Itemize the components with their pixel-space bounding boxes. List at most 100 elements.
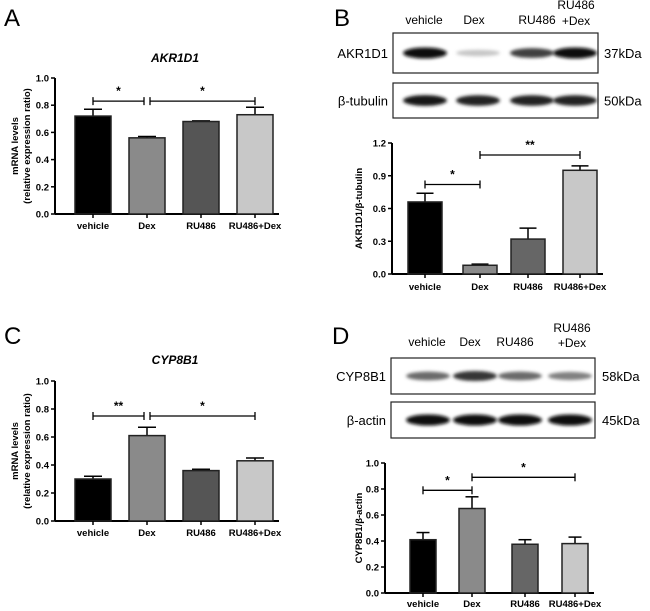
y-tick-label: 0.9 [373,171,386,182]
bar-ru486-dex [561,542,589,594]
x-tick-label: vehicle [409,282,441,293]
y-tick-label: 0.3 [373,237,386,248]
panel-letter-c: C [4,323,21,350]
x-tick-label: RU486 [186,221,216,232]
bar-vehicle [74,478,112,522]
y-axis-label: CYP8B1/β-actin [354,492,365,563]
y-tick-label: 0.0 [373,270,386,281]
bar-dex [462,264,498,275]
x-tick-label: RU486 [186,528,216,539]
y-tick-label: 0.2 [366,563,379,574]
protein-band [510,48,554,58]
x-tick-label: vehicle [407,599,439,610]
molecular-weight-label: 58kDa [602,369,640,384]
y-tick-label: 0.8 [36,101,49,112]
protein-band [406,414,450,426]
lane-label: vehicle [408,335,446,349]
bar-ru486 [182,120,220,215]
protein-band [403,95,447,106]
x-tick-label: Dex [471,282,489,293]
y-axis-label: AKR1D1/β-tubulin [354,168,365,249]
y-tick-label: 0.6 [373,204,386,215]
protein-band [406,371,450,381]
y-axis-label-line: mRNA levels [10,117,21,175]
y-axis-label: mRNA levels(relative expression ratio) [10,393,33,509]
bar-dex [128,434,166,522]
protein-label: β-tubulin [338,94,388,109]
x-tick-label: RU486+Dex [229,528,282,539]
y-tick-label: 0.2 [36,182,49,193]
bar-dex [128,137,166,215]
lane-label: RU486 [496,335,534,349]
protein-band [453,371,497,381]
bar-chart-c: CYP8B1 mRNA levels(relative expression ra… [10,353,282,539]
y-tick-label: 1.2 [373,139,386,150]
x-tick-label: RU486+Dex [229,221,282,232]
y-tick-label: 0.8 [366,485,379,496]
protein-band [403,47,447,59]
y-axis-label-line: mRNA levels [10,422,21,480]
y-tick-label: 0.6 [366,511,379,522]
protein-band [553,47,597,59]
y-tick-label: 0.0 [36,517,49,528]
y-tick-label: 0.2 [36,489,49,500]
bar-vehicle [74,115,112,215]
bar-ru486 [511,543,539,594]
protein-band [498,371,542,381]
molecular-weight-label: 45kDa [602,413,640,428]
y-axis-label-line: (relative expression ratio) [22,88,33,204]
significance-label: ** [525,138,535,152]
x-tick-label: RU486 [513,282,543,293]
y-tick-label: 0.0 [36,210,49,221]
protein-band [453,414,497,426]
lane-label: +Dex [558,336,586,350]
bar-chart-b: AKR1D1/β-tubulin 0.0 0.3 0.6 0.9 1.2 vehicle De… [354,138,607,293]
protein-label: β-actin [347,413,386,428]
y-axis-label-line: (relative expression ratio) [22,393,33,509]
bar-ru486-dex [236,113,274,215]
protein-label: CYP8B1 [336,369,386,384]
lane-label: vehicle [405,13,443,27]
bar-dex [458,507,486,594]
protein-band [548,414,592,426]
protein-band [510,95,554,106]
significance-label: * [200,399,205,413]
bar-ru486-dex [236,460,274,522]
protein-band [456,95,500,106]
bar-ru486-dex [562,169,598,275]
bar-chart-a: AKR1D1 mRNA levels(relative expression ra… [10,51,282,232]
bar-ru486 [510,238,546,275]
significance-label: * [521,460,526,474]
x-tick-label: RU486+Dex [554,282,607,293]
lane-label: Dex [463,13,484,27]
y-axis-label-line: CYP8B1/β-actin [354,492,365,563]
molecular-weight-label: 37kDa [604,46,642,61]
significance-label: * [116,84,121,98]
y-axis-label-line: AKR1D1/β-tubulin [354,168,365,249]
significance-label: ** [114,399,124,413]
protein-band [456,49,500,57]
y-tick-label: 0.8 [36,405,49,416]
y-tick-label: 1.0 [366,459,379,470]
y-tick-label: 0.4 [36,155,50,166]
lane-label: RU486 [518,13,556,27]
y-tick-label: 0.4 [366,537,380,548]
significance-label: * [445,473,450,487]
chart-title: AKR1D1 [150,51,199,65]
y-tick-label: 0.0 [366,589,379,600]
bar-vehicle [407,201,443,275]
x-tick-label: RU486+Dex [549,599,602,610]
protein-band [548,371,592,381]
protein-band [553,95,597,106]
x-tick-label: vehicle [77,528,109,539]
y-axis-label: mRNA levels(relative expression ratio) [10,88,33,204]
significance-label: * [200,84,205,98]
lane-label: +Dex [562,14,590,28]
x-tick-label: RU486 [510,599,540,610]
lane-label: RU486 [553,321,591,335]
y-tick-label: 0.4 [36,461,50,472]
protein-band [498,414,542,426]
